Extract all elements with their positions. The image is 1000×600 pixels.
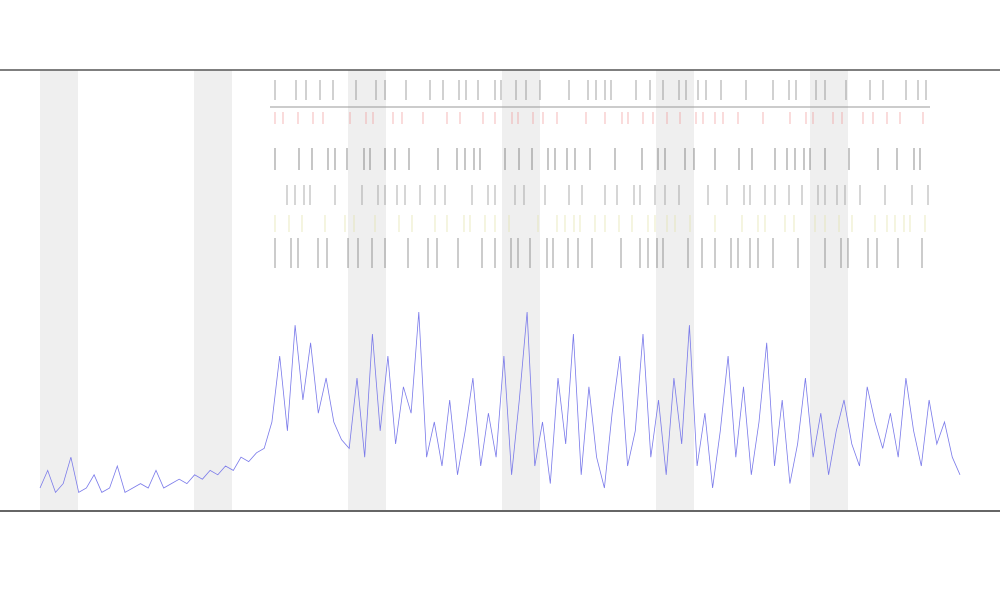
shaded-band <box>348 70 386 510</box>
shaded-bands <box>40 70 848 510</box>
shaded-band <box>194 70 232 510</box>
shaded-band <box>656 70 694 510</box>
shaded-band <box>40 70 78 510</box>
annotation-tracks <box>274 80 929 268</box>
data-line <box>39 311 961 494</box>
shaded-band <box>502 70 540 510</box>
